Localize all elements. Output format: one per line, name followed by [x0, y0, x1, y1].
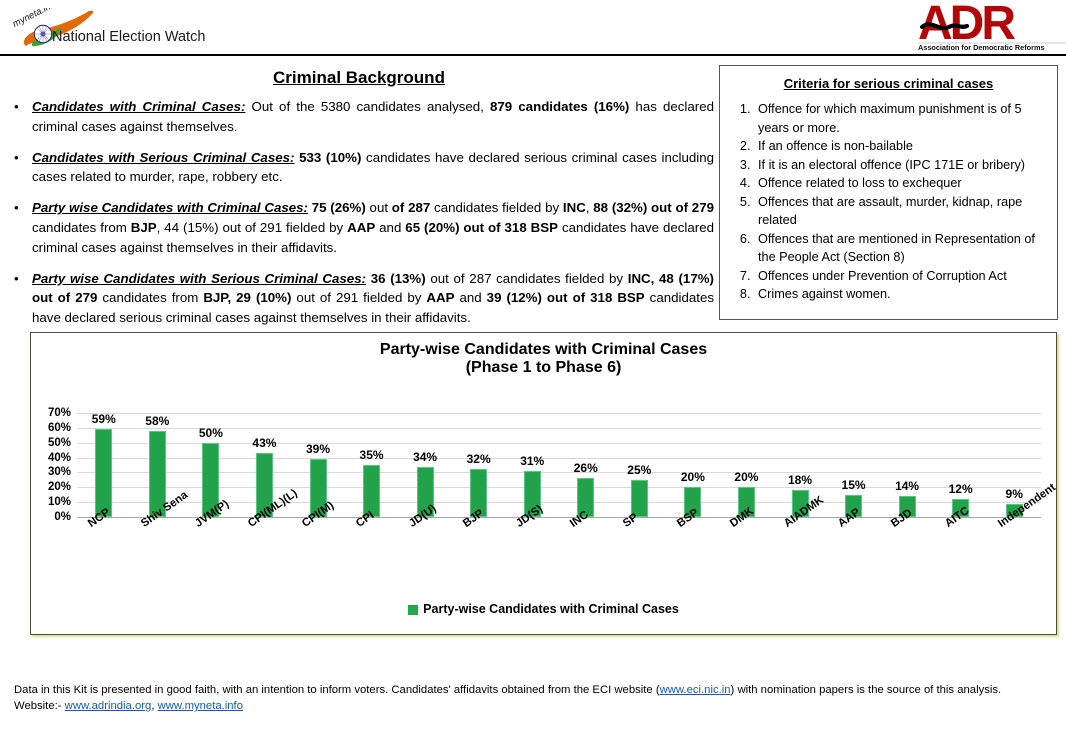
svg-text:Association for Democratic Ref: Association for Democratic Reforms	[918, 43, 1045, 52]
svg-text:National Election Watch: National Election Watch	[52, 29, 205, 45]
svg-text:myneta.info: myneta.info	[12, 8, 60, 30]
